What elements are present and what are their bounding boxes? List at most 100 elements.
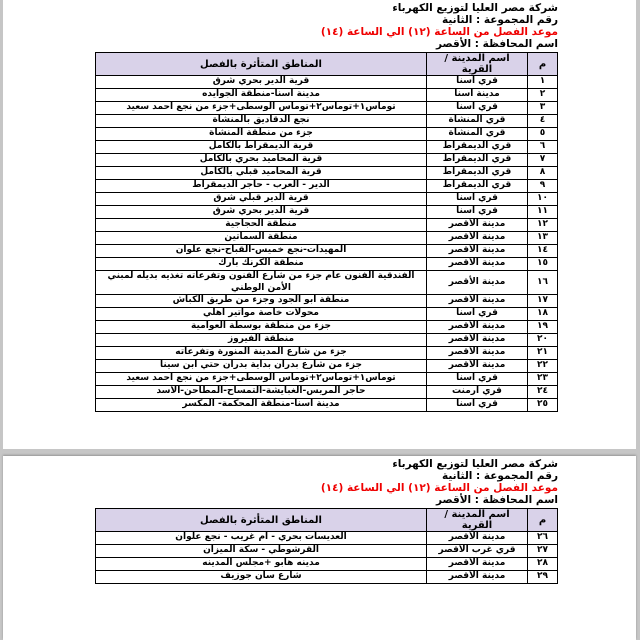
affected-areas-cell: مدينة اسنا-منطقة المحكمة- المكسر	[95, 398, 427, 412]
city-cell: مدينة الأقصر	[426, 218, 528, 232]
affected-areas-cell: قرية الدير بحري شرق	[95, 75, 427, 89]
row-number-cell: ١٥	[527, 257, 558, 271]
affected-areas-cell: المهيدات-نجع خميس-القباح-نجع علوان	[95, 244, 427, 258]
table-row: ١٦ مدينة الأقصر الفندقية الفنون عام جزء …	[95, 270, 558, 295]
city-cell: قري الديمقراط	[426, 179, 528, 193]
city-cell: مدينة الأقصر	[426, 557, 528, 571]
city-cell: مدينة الأقصر	[426, 531, 528, 545]
outage-table-2: م اسم المدينة / القرية المناطق المتأثرة …	[95, 508, 558, 584]
row-number-cell: ١٢	[527, 218, 558, 232]
city-cell: قري المنشاة	[426, 127, 528, 141]
row-number-cell: ٢١	[527, 346, 558, 360]
row-number-cell: ١٩	[527, 320, 558, 334]
city-cell: قري اسنا	[426, 372, 528, 386]
row-number-cell: ١٧	[527, 294, 558, 308]
city-cell: قري اسنا	[426, 307, 528, 321]
row-number-cell: ٥	[527, 127, 558, 141]
affected-areas-cell: توماس١+توماس٢+توماس الوسطى+جزء من نجع اح…	[95, 372, 427, 386]
city-cell: مدينة الأقصر	[426, 570, 528, 584]
row-number-cell: ١٣	[527, 231, 558, 245]
table-row: ١٣ مدينة الأقصر منطقة السماتين	[95, 231, 558, 245]
city-cell: مدينة الأقصر	[426, 294, 528, 308]
affected-areas-cell: جزء من منطقة بوسطة العوامية	[95, 320, 427, 334]
table-row: ١٤ مدينة الأقصر المهيدات-نجع خميس-القباح…	[95, 244, 558, 258]
city-cell: قري اسنا	[426, 205, 528, 219]
document-page-1: شركة مصر العليا لتوزيع الكهرباء رقم المج…	[3, 0, 636, 449]
table-row: ٦ قري الديمقراط قرية الديمقراط بالكامل	[95, 140, 558, 154]
city-cell: مدينة الأقصر	[426, 346, 528, 360]
column-header-city: اسم المدينة / القرية	[426, 508, 528, 532]
row-number-cell: ٢٤	[527, 385, 558, 399]
group-number: رقم المجموعة : الثانية	[442, 14, 558, 26]
table-row: ٩ قري الديمقراط الدير - العرب - حاجر الد…	[95, 179, 558, 193]
row-number-cell: ٩	[527, 179, 558, 193]
table-row: ٢ مدينة اسنا مدينة اسنا-منطقة الجوايده	[95, 88, 558, 102]
company-name: شركة مصر العليا لتوزيع الكهرباء	[392, 458, 558, 470]
row-number-cell: ٨	[527, 166, 558, 180]
column-header-city: اسم المدينة / القرية	[426, 52, 528, 76]
affected-areas-cell: قرية الديمقراط بالكامل	[95, 140, 427, 154]
row-number-cell: ٢٢	[527, 359, 558, 373]
affected-areas-cell: منطقة الفيروز	[95, 333, 427, 347]
row-number-cell: ٧	[527, 153, 558, 167]
table-row: ٥ قري المنشاة جزء من منطقة المنشاة	[95, 127, 558, 141]
affected-areas-cell: جزء من شارع بدران بداية بدران حتي ابن سي…	[95, 359, 427, 373]
table-row: ٢٤ قري ارمنت حاجر المريس-الغبايشة-التمسا…	[95, 385, 558, 399]
table-row: ١٩ مدينة الأقصر جزء من منطقة بوسطة العوا…	[95, 320, 558, 334]
table-row: ٢١ مدينة الأقصر جزء من شارع المدينة المن…	[95, 346, 558, 360]
affected-areas-cell: منطقة السماتين	[95, 231, 427, 245]
city-cell: قري ارمنت	[426, 385, 528, 399]
outage-table-1: م اسم المدينة / القرية المناطق المتأثرة …	[95, 52, 558, 412]
affected-areas-cell: منطقة الحجاجية	[95, 218, 427, 232]
outage-schedule: موعد الفصل من الساعة (١٢) الي الساعة (١٤…	[320, 482, 558, 494]
governorate-name: اسم المحافظة : الأقصر	[435, 494, 558, 506]
table-row: ٢٦ مدينة الأقصر العديسات بحري - ام غريب …	[95, 531, 558, 545]
table-row: ١٨ قري اسنا محولات خاصة مواتير اهلي	[95, 307, 558, 321]
row-number-cell: ٢٥	[527, 398, 558, 412]
affected-areas-cell: العديسات بحري - ام غريب - نجع علوان	[95, 531, 427, 545]
affected-areas-cell: شارع سان جوزيف	[95, 570, 427, 584]
table-row: ١٢ مدينة الأقصر منطقة الحجاجية	[95, 218, 558, 232]
company-name: شركة مصر العليا لتوزيع الكهرباء	[392, 2, 558, 14]
table-row: ٣ قري اسنا توماس١+توماس٢+توماس الوسطى+جز…	[95, 101, 558, 115]
row-number-cell: ١	[527, 75, 558, 89]
table-row: ١ قري اسنا قرية الدير بحري شرق	[95, 75, 558, 89]
affected-areas-cell: القرشوطي - سكة الميزان	[95, 544, 427, 558]
city-cell: قري غرب الأقصر	[426, 544, 528, 558]
table-row: ٢٠ مدينة الأقصر منطقة الفيروز	[95, 333, 558, 347]
city-cell: مدينة الأقصر	[426, 231, 528, 245]
document-page-2: شركة مصر العليا لتوزيع الكهرباء رقم المج…	[3, 456, 636, 640]
row-number-cell: ٣	[527, 101, 558, 115]
column-header-number: م	[527, 508, 558, 532]
city-cell: قري اسنا	[426, 192, 528, 206]
document-header: شركة مصر العليا لتوزيع الكهرباء رقم المج…	[3, 456, 636, 507]
table-row: ١٥ مدينة الأقصر منطقة الكرنك بارك	[95, 257, 558, 271]
table-row: ٢٨ مدينة الأقصر مدينه هابو +مجلس المدينه	[95, 557, 558, 571]
row-number-cell: ٤	[527, 114, 558, 128]
table-row: ٢٣ قري اسنا توماس١+توماس٢+توماس الوسطى+ج…	[95, 372, 558, 386]
affected-areas-cell: قرية الدير قبلي شرق	[95, 192, 427, 206]
affected-areas-cell: الفندقية الفنون عام جزء من شارع الفنون و…	[95, 270, 427, 295]
affected-areas-cell: منطقة الكرنك بارك	[95, 257, 427, 271]
table-row: ٢٥ قري اسنا مدينة اسنا-منطقة المحكمة- ال…	[95, 398, 558, 412]
table-row: ٧ قري الديمقراط قرية المحاميد بحري بالكا…	[95, 153, 558, 167]
city-cell: قري اسنا	[426, 398, 528, 412]
table-body-2: ٢٦ مدينة الأقصر العديسات بحري - ام غريب …	[95, 531, 558, 584]
row-number-cell: ٢٠	[527, 333, 558, 347]
city-cell: مدينة اسنا	[426, 88, 528, 102]
group-number: رقم المجموعة : الثانية	[442, 470, 558, 482]
affected-areas-cell: قرية المحاميد قبلي بالكامل	[95, 166, 427, 180]
city-cell: مدينة الأقصر	[426, 244, 528, 258]
city-cell: مدينة الأقصر	[426, 270, 528, 295]
affected-areas-cell: توماس١+توماس٢+توماس الوسطى+جزء من نجع اح…	[95, 101, 427, 115]
table-header-row: م اسم المدينة / القرية المناطق المتأثرة …	[95, 508, 558, 532]
column-header-number: م	[527, 52, 558, 76]
city-cell: قري اسنا	[426, 75, 528, 89]
affected-areas-cell: جزء من شارع المدينة المنورة وتفرعاته	[95, 346, 427, 360]
table-row: ١٠ قري اسنا قرية الدير قبلي شرق	[95, 192, 558, 206]
table-header-row: م اسم المدينة / القرية المناطق المتأثرة …	[95, 52, 558, 76]
governorate-name: اسم المحافظة : الأقصر	[435, 38, 558, 50]
affected-areas-cell: محولات خاصة مواتير اهلي	[95, 307, 427, 321]
column-header-areas: المناطق المتأثرة بالفصل	[95, 52, 427, 76]
row-number-cell: ١٠	[527, 192, 558, 206]
